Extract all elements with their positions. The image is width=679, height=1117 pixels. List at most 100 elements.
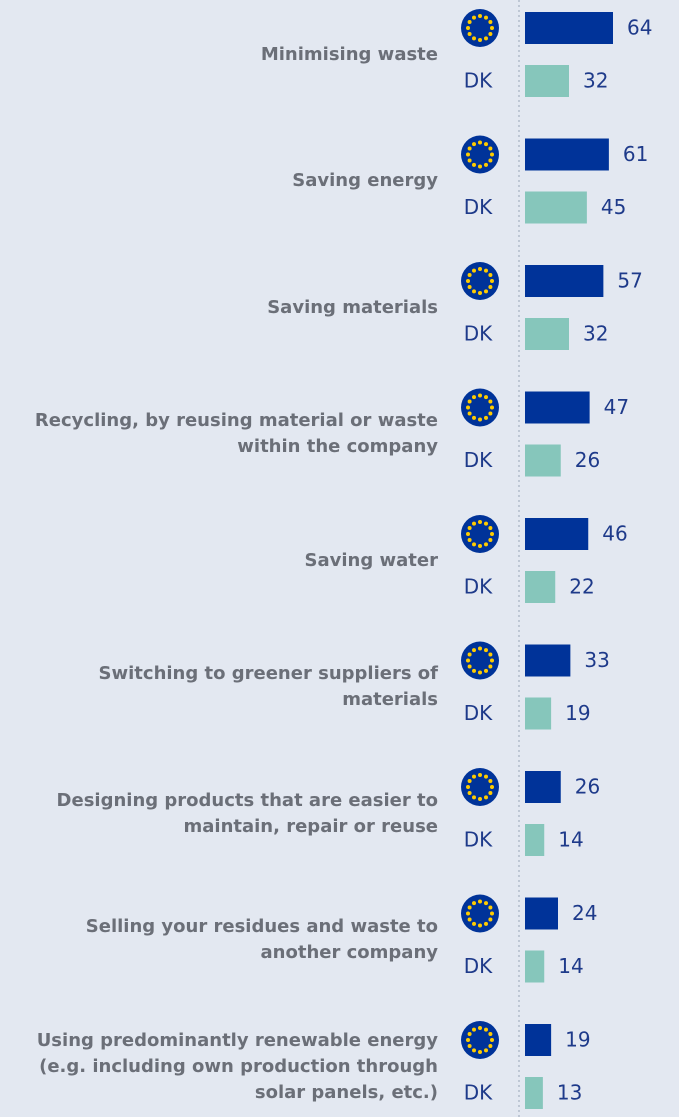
bar [525, 897, 558, 930]
flag-star [484, 795, 488, 800]
flag-star [472, 542, 476, 547]
flag-star [488, 791, 493, 795]
flag-star [478, 923, 482, 928]
bar [525, 824, 545, 856]
bar [525, 265, 604, 297]
bar [525, 518, 589, 550]
flag-star [478, 1026, 482, 1030]
series-label: DK [464, 701, 493, 725]
flag-star [472, 921, 476, 926]
flag-star [467, 32, 472, 36]
series-label: DK [464, 69, 493, 93]
flag-star [484, 542, 488, 547]
flag-star [467, 779, 472, 783]
flag-star [484, 15, 488, 20]
flag-star [472, 142, 476, 147]
series-label: DK [464, 195, 493, 219]
eu-flag [461, 9, 499, 47]
value-label: 14 [558, 954, 583, 978]
bar [525, 65, 569, 97]
flag-star [467, 158, 472, 163]
flag-star [472, 1048, 476, 1053]
flag-star [484, 668, 488, 673]
flag-star [490, 405, 494, 410]
value-label: 26 [575, 775, 600, 799]
eu-flag [461, 262, 499, 300]
flag-star [484, 648, 488, 653]
flag-star [490, 1038, 494, 1042]
category-label: Saving energy [292, 170, 438, 191]
bar [525, 644, 571, 677]
value-label: 32 [583, 69, 608, 93]
flag-star [466, 1038, 470, 1042]
flag-star [466, 279, 470, 283]
flag-star [488, 158, 493, 163]
flag-star [478, 520, 482, 524]
flag-star [488, 1044, 493, 1048]
flag-star [472, 774, 476, 779]
value-label: 46 [602, 522, 627, 546]
series-label: DK [464, 828, 493, 852]
value-label: 24 [572, 901, 597, 925]
flag-star [488, 32, 493, 36]
value-label: 64 [627, 16, 652, 40]
flag-star [467, 1044, 472, 1048]
flag-star [488, 1032, 493, 1036]
flag-star [488, 905, 493, 910]
flag-star [472, 901, 476, 906]
bar [525, 138, 609, 171]
flag-star [484, 268, 488, 273]
flag-star [488, 917, 493, 922]
flag-star [490, 911, 494, 916]
eu-flag [461, 641, 499, 680]
flag-star [467, 526, 472, 530]
value-label: 13 [557, 1081, 582, 1105]
value-label: 14 [558, 828, 583, 852]
flag-star [478, 670, 482, 675]
flag-star [472, 521, 476, 526]
flag-star [484, 901, 488, 906]
flag-star [484, 1027, 488, 1032]
flag-star [467, 905, 472, 910]
category-label: Selling your residues and waste to anoth… [85, 916, 438, 963]
bar [525, 950, 545, 983]
flag-star [466, 26, 470, 30]
flag-star [478, 544, 482, 548]
flag-star [478, 773, 482, 777]
category-label: Minimising waste [260, 43, 438, 65]
flag-star [472, 162, 476, 167]
flag-star [484, 774, 488, 779]
flag-star [467, 20, 472, 24]
value-label: 26 [575, 448, 600, 472]
flag-star [467, 791, 472, 795]
flag-star [478, 291, 482, 295]
flag-star [490, 785, 494, 789]
flag-star [478, 164, 482, 169]
flag-star [472, 648, 476, 653]
series-label: DK [464, 1081, 493, 1105]
flag-star [488, 779, 493, 783]
eu-flag [461, 768, 499, 806]
flag-star [484, 521, 488, 526]
flag-star [472, 289, 476, 294]
value-label: 61 [623, 142, 648, 166]
flag-star [466, 911, 470, 916]
flag-star [488, 411, 493, 416]
flag-star [466, 785, 470, 789]
flag-star [488, 20, 493, 24]
flag-star [466, 532, 470, 536]
flag-star [478, 140, 482, 145]
flag-star [467, 411, 472, 416]
flag-star [488, 285, 493, 289]
flag-star [478, 646, 482, 651]
flag-star [467, 146, 472, 151]
flag-star [484, 1048, 488, 1053]
flag-star [467, 1032, 472, 1036]
eu-flag [461, 388, 499, 427]
flag-star [472, 268, 476, 273]
flag-star [472, 795, 476, 800]
flag-star [484, 289, 488, 294]
flag-star [484, 415, 488, 420]
flag-star [478, 1050, 482, 1054]
